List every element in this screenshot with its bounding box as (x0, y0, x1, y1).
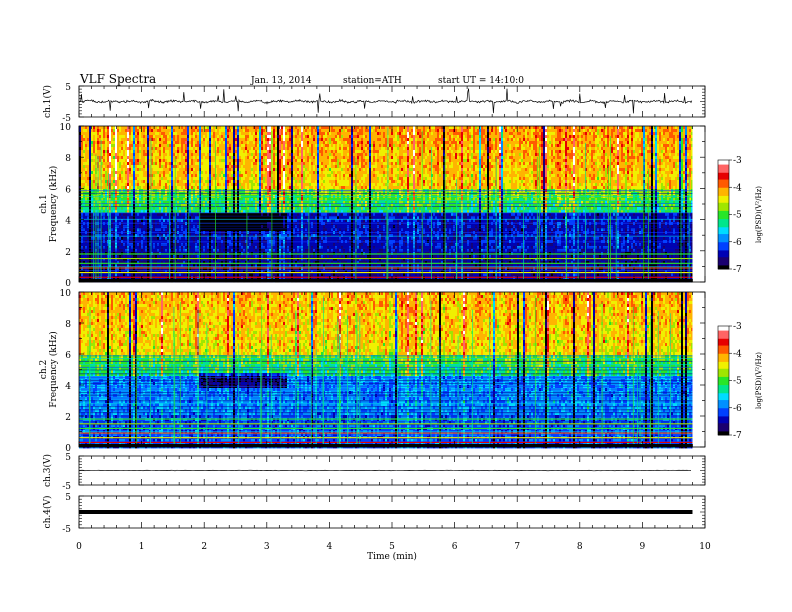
spec1-ylabel-line: Frequency (kHz) (48, 166, 59, 243)
spec1-colorbar-tick-0: -3 (733, 156, 742, 166)
spec2-ytick-4: 4 (65, 382, 71, 392)
spec1-colorbar: -3 -4 -5 -6 -7 log(PSD)(V²/Hz) (717, 156, 763, 275)
spec1-colorbar-tick-2: -5 (733, 211, 742, 221)
panel-ch3-waveform: 5 -5 ch.3(V) (42, 453, 706, 492)
spec2-image (79, 292, 693, 449)
spec1-colorbar-tick-3: -6 (733, 238, 742, 248)
spec2-colorbar-tick-3: -6 (733, 404, 742, 414)
ch1-ylabel: ch.1(V) (42, 85, 53, 118)
spec2-ylabel-line: ch.2 (39, 360, 49, 379)
x-tick-4: 4 (327, 542, 333, 552)
spec1-colorbar-tick-4: -7 (733, 265, 742, 275)
panel-ch1-spectrogram: 0 2 4 6 8 10 ch.1Frequency (kHz) -3 -4 -5 -6 -7 log(… (39, 123, 763, 289)
panel-ch2-spectrogram: 0 2 4 6 8 10 ch.2Frequency (kHz) -3 -4 -5 -6 -7 log(… (39, 289, 763, 454)
ch1-trace (78, 88, 693, 114)
x-tick-1: 1 (139, 542, 145, 552)
ch4-trace (79, 510, 693, 514)
spec1-ylabel: ch.1Frequency (kHz) (39, 166, 59, 243)
spec1-colorbar-tick-1: -4 (733, 183, 742, 193)
spec2-ytick-2: 2 (65, 413, 71, 423)
spec2-ytick-6: 6 (65, 351, 71, 361)
spec1-colorbar-label: log(PSD)(V²/Hz) (755, 186, 763, 243)
spec2-ytick-10: 10 (60, 289, 72, 299)
station-label: station=ATH (343, 76, 402, 86)
ch3-ytick-bottom: -5 (62, 482, 71, 492)
x-tick-0: 0 (76, 542, 82, 552)
spec2-ytick-8: 8 (65, 320, 71, 330)
x-tick-7: 7 (514, 542, 520, 552)
spec1-ytick-4: 4 (65, 217, 71, 227)
spec1-ytick-6: 6 (65, 185, 71, 195)
figure-title: VLF Spectra (80, 73, 156, 86)
spec2-colorbar-tick-1: -4 (733, 349, 742, 359)
spec2-colorbar-tick-2: -5 (733, 377, 742, 387)
spec2-colorbar: -3 -4 -5 -6 -7 log(PSD)(V²/Hz) (717, 322, 763, 441)
date-label: Jan. 13, 2014 (251, 76, 312, 86)
x-tick-2: 2 (201, 542, 207, 552)
x-tick-6: 6 (452, 542, 458, 552)
x-tick-8: 8 (577, 542, 583, 552)
ch1-ytick-bottom: -5 (62, 114, 71, 124)
panel-ch4-waveform: 5 -5 ch.4(V) (42, 493, 706, 535)
spec2-colorbar-tick-4: -7 (733, 431, 742, 441)
ch1-ytick-top: 5 (65, 83, 71, 93)
spec2-ylabel-line: Frequency (kHz) (48, 331, 59, 408)
spec2-ytick-0: 0 (65, 444, 71, 454)
spec2-colorbar-label: log(PSD)(V²/Hz) (755, 352, 763, 409)
time-axis: 0 1 2 3 4 5 6 7 8 9 10 Time (min) (76, 542, 711, 562)
x-tick-5: 5 (389, 542, 395, 552)
ch4-ytick-top: 5 (65, 493, 71, 503)
x-tick-10: 10 (699, 542, 711, 552)
spec2-ylabel: ch.2Frequency (kHz) (39, 331, 59, 408)
panel-ch1-waveform: 5 -5 ch.1(V) (42, 83, 706, 124)
spec1-image (79, 126, 693, 283)
spec2-colorbar-tick-0: -3 (733, 322, 742, 332)
ch3-ylabel: ch.3(V) (42, 454, 53, 487)
ch3-ytick-top: 5 (65, 453, 71, 463)
start-time-label: start UT = 14:10:0 (438, 76, 524, 86)
spec1-ytick-2: 2 (65, 248, 71, 258)
x-axis-label: Time (min) (367, 551, 417, 562)
spec1-ylabel-line: ch.1 (39, 194, 49, 213)
spec1-ytick-8: 8 (65, 154, 71, 164)
x-tick-9: 9 (640, 542, 646, 552)
spec1-ytick-0: 0 (65, 279, 71, 289)
ch3-trace (78, 469, 692, 472)
x-tick-3: 3 (264, 542, 270, 552)
spec1-ytick-10: 10 (60, 123, 72, 133)
ch4-ytick-bottom: -5 (62, 525, 71, 535)
ch4-ylabel: ch.4(V) (42, 496, 53, 529)
